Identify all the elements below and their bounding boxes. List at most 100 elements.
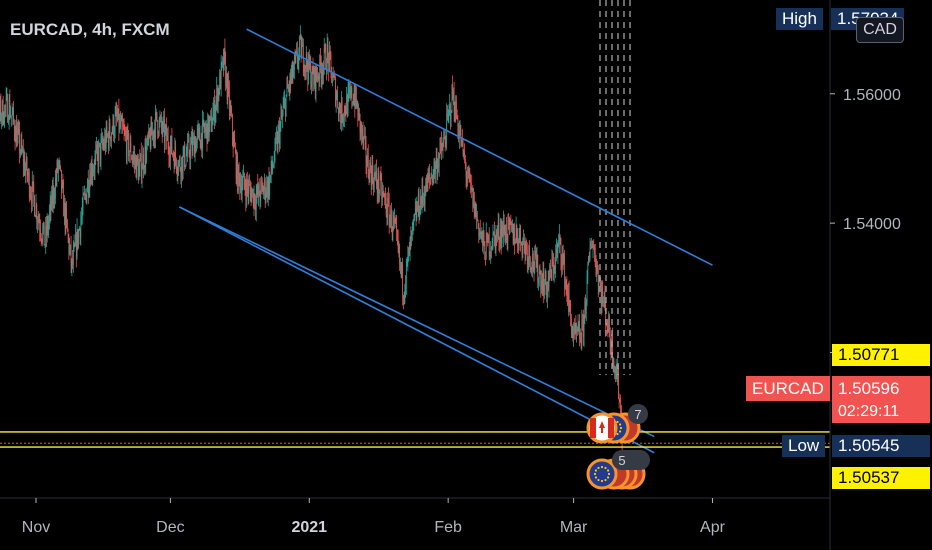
candle	[394, 217, 396, 224]
trendlines-layer[interactable]	[178, 28, 713, 454]
candle	[503, 214, 505, 236]
candle	[223, 48, 224, 77]
candle	[256, 183, 258, 204]
currency-button[interactable]: CAD	[856, 17, 904, 43]
candle	[235, 149, 237, 185]
candle	[355, 86, 357, 110]
candle	[481, 227, 483, 243]
candle	[265, 187, 267, 204]
candle	[370, 165, 372, 196]
candle	[137, 154, 139, 184]
candle	[213, 96, 215, 121]
candle	[534, 245, 536, 274]
euro-event-group[interactable]: 5	[586, 450, 650, 490]
candle	[18, 120, 20, 135]
candle	[32, 181, 34, 193]
candle	[313, 65, 315, 92]
candle	[80, 211, 82, 246]
candle	[391, 202, 392, 233]
candle	[472, 184, 474, 212]
candle	[574, 322, 576, 335]
candle	[175, 140, 177, 167]
candle	[178, 155, 180, 167]
candle	[270, 155, 272, 184]
candle	[490, 240, 492, 264]
candle	[615, 366, 616, 382]
candle	[64, 197, 66, 236]
candle	[58, 159, 59, 182]
candle	[400, 262, 402, 279]
candle	[526, 239, 527, 255]
candle	[93, 164, 94, 177]
candle	[70, 235, 72, 274]
candle	[170, 135, 172, 155]
candle	[331, 66, 333, 84]
candle	[557, 240, 559, 265]
candle	[491, 245, 492, 259]
candle	[171, 128, 173, 155]
candle	[426, 174, 427, 193]
candle	[132, 151, 134, 165]
candle	[208, 114, 209, 142]
candle	[370, 156, 371, 174]
candle	[255, 194, 256, 220]
candle	[387, 192, 389, 225]
trendline[interactable]	[246, 28, 713, 266]
candle	[288, 80, 290, 97]
candle	[349, 82, 351, 99]
canada-event-group[interactable]: 7	[586, 404, 648, 444]
candle	[8, 93, 10, 130]
candle	[507, 214, 509, 252]
candle	[582, 313, 583, 331]
candle	[14, 125, 16, 151]
candle	[23, 148, 25, 177]
candle	[349, 80, 351, 101]
candle	[509, 218, 511, 234]
candle	[246, 171, 248, 197]
candle	[448, 104, 450, 124]
candle	[600, 280, 602, 316]
trendline[interactable]	[178, 206, 655, 454]
candle	[183, 144, 185, 158]
candle	[436, 147, 438, 185]
candle	[558, 233, 560, 248]
event-markers[interactable]: 75	[586, 404, 650, 490]
time-axis[interactable]: Nov Dec 2021 Feb Mar Apr	[22, 498, 726, 536]
candle	[16, 115, 17, 148]
candle	[595, 255, 597, 277]
candle	[119, 111, 121, 130]
candle	[414, 213, 415, 222]
candle	[196, 124, 198, 149]
candle	[49, 191, 51, 224]
candle	[272, 155, 274, 175]
candle	[182, 146, 184, 180]
candle	[195, 136, 197, 154]
candle	[447, 105, 448, 121]
candle	[116, 104, 118, 123]
candle	[418, 186, 420, 224]
trendline[interactable]	[179, 206, 655, 438]
candle	[462, 137, 464, 157]
candle	[508, 212, 510, 230]
candle	[517, 238, 519, 255]
candle	[338, 101, 340, 122]
candle	[119, 113, 121, 134]
candle	[417, 188, 419, 217]
candle	[406, 256, 408, 267]
candle	[107, 132, 109, 138]
candle	[5, 87, 7, 118]
candle	[470, 173, 471, 194]
candle	[561, 253, 563, 278]
candle	[473, 191, 475, 219]
candle	[161, 120, 163, 144]
candle	[444, 130, 445, 140]
candle	[76, 218, 78, 260]
levels-layer[interactable]	[0, 431, 830, 448]
candle	[243, 172, 245, 191]
candle	[181, 155, 183, 182]
candle	[516, 224, 518, 244]
x-tick-label: Apr	[700, 519, 726, 536]
candle	[464, 143, 465, 164]
